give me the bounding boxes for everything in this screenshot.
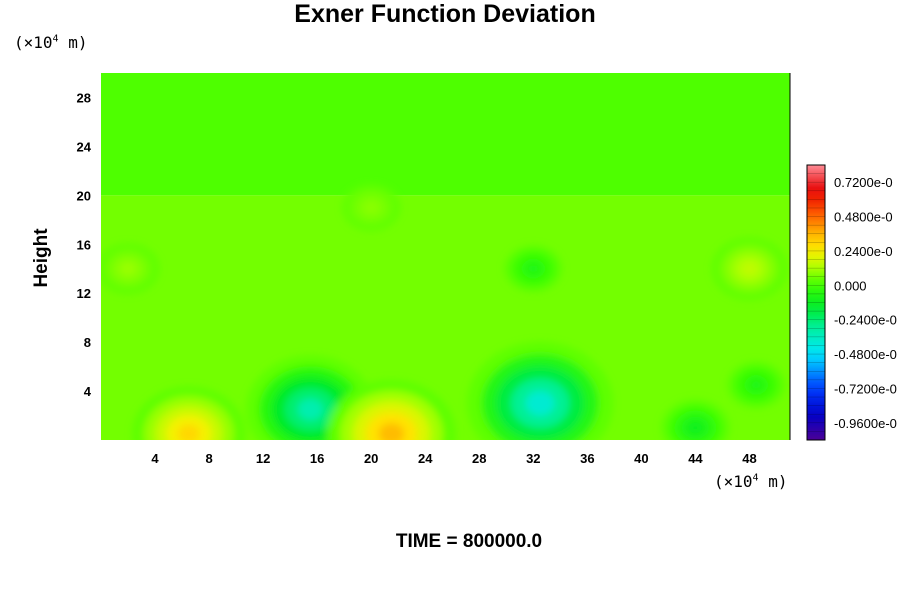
x-tick-label: 12 xyxy=(256,451,270,466)
x-unit-label: (×104 m) xyxy=(714,472,788,491)
x-tick-label: 4 xyxy=(151,451,159,466)
contour-blob-8 xyxy=(121,263,135,274)
y-tick-label: 8 xyxy=(84,335,91,350)
contour-blob-3 xyxy=(378,423,405,440)
contour-field xyxy=(101,73,790,440)
x-tick-label: 40 xyxy=(634,451,648,466)
colorbar-label: 0.2400e-0 xyxy=(834,244,893,259)
colorbar-label: -0.4800e-0 xyxy=(834,347,897,362)
contour-blob-5 xyxy=(688,422,703,434)
colorbar-gradient xyxy=(806,164,826,441)
x-tick-label: 24 xyxy=(418,451,433,466)
y-tick-label: 28 xyxy=(77,90,91,105)
time-label: TIME = 800000.0 xyxy=(395,531,543,552)
y-tick-label: 4 xyxy=(84,384,92,399)
y-tick-label: 16 xyxy=(77,237,91,252)
contour-blob-7 xyxy=(741,262,758,275)
y-unit-label: (×104 m) xyxy=(14,33,88,52)
colorbar-label: 0.4800e-0 xyxy=(834,210,893,225)
field-upper-region xyxy=(101,73,790,196)
chart-title: Exner Function Deviation xyxy=(294,0,596,28)
contour-blob-2 xyxy=(527,264,540,274)
contour-blob-9 xyxy=(365,202,377,213)
x-tick-label: 44 xyxy=(688,451,703,466)
x-tick-label: 16 xyxy=(310,451,324,466)
y-tick-label: 12 xyxy=(77,286,91,301)
y-tick-label: 20 xyxy=(77,188,91,203)
colorbar-label: 0.7200e-0 xyxy=(834,175,893,190)
colorbar-label: -0.2400e-0 xyxy=(834,313,897,328)
contour-blob-6 xyxy=(750,380,763,390)
x-tick-label: 20 xyxy=(364,451,378,466)
colorbar-label: -0.7200e-0 xyxy=(834,381,897,396)
x-tick-label: 48 xyxy=(742,451,756,466)
contour-blob-4 xyxy=(177,424,201,440)
contour-blob-0 xyxy=(297,398,324,421)
x-tick-label: 28 xyxy=(472,451,486,466)
colorbar-label: 0.000 xyxy=(834,278,867,293)
colorbar-label: -0.9600e-0 xyxy=(834,416,897,431)
y-tick-label: 24 xyxy=(77,139,92,154)
x-tick-label: 36 xyxy=(580,451,594,466)
colorbar: 0.7200e-0 0.4800e-0 0.2400e-0 0.000 -0.2400e… xyxy=(806,164,897,441)
contour-blob-1 xyxy=(525,391,555,416)
x-tick-label: 32 xyxy=(526,451,540,466)
x-tick-label: 8 xyxy=(205,451,212,466)
